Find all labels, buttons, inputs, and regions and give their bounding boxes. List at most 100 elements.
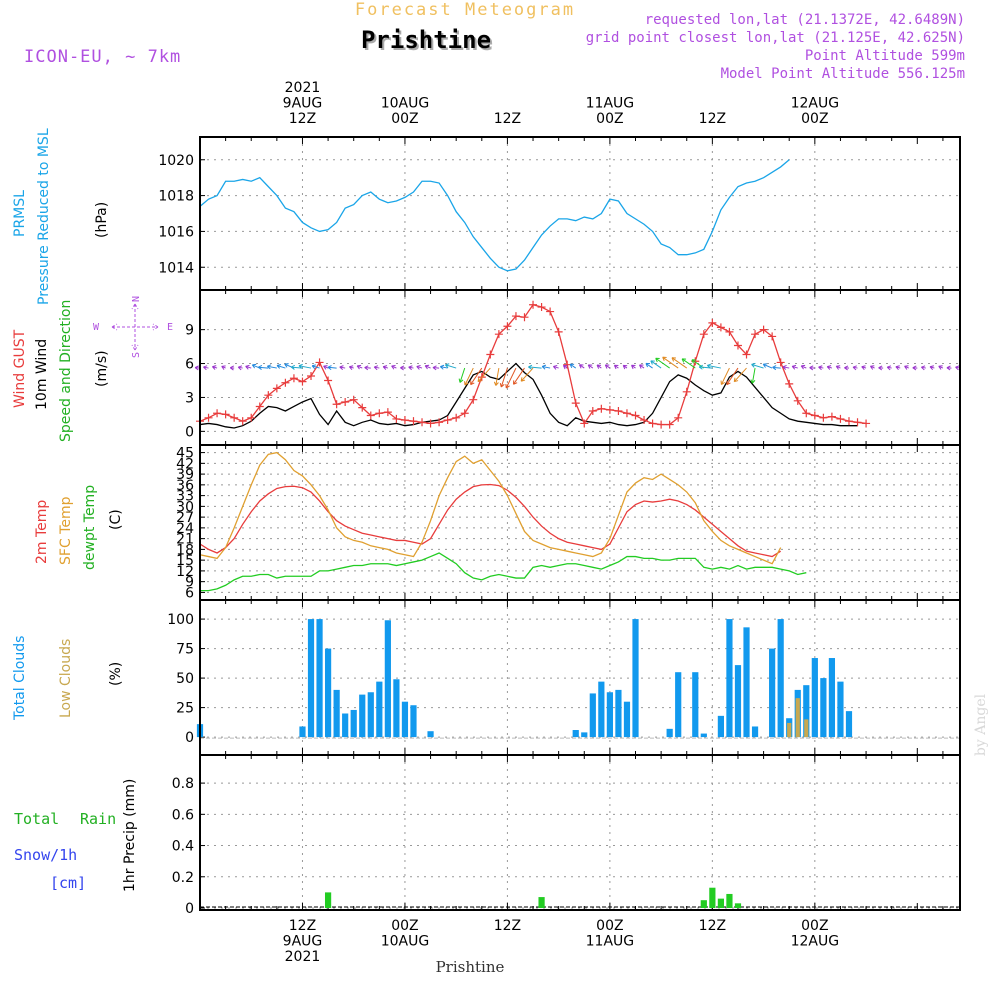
wind-direction-arrow: [528, 364, 542, 370]
wind-direction-arrow: [912, 365, 918, 371]
y-tick-label: 30: [176, 499, 194, 515]
bottom-time-label: 12Z: [289, 918, 316, 934]
gust-marker: [605, 405, 614, 414]
total-cloud-bar: [803, 685, 810, 738]
t2m-label: 2m Temp: [34, 500, 50, 564]
total-cloud-bar: [751, 726, 759, 738]
precip-bar: [709, 887, 716, 908]
total-cloud-bar: [307, 619, 315, 738]
panel-frame: [199, 754, 961, 911]
gridpoint-coords: grid point closest lon,lat (21.125E, 42.…: [586, 30, 965, 46]
wind-direction-arrow: [444, 363, 457, 369]
gust-marker: [742, 350, 751, 359]
wind-gust-label: Wind GUST: [12, 329, 28, 408]
gust-marker: [204, 413, 213, 422]
gust-marker: [281, 378, 290, 387]
gust-marker: [802, 409, 811, 418]
wind-direction-arrow: [237, 365, 243, 371]
gust-marker: [494, 330, 503, 339]
temp-unit: (C): [108, 509, 124, 530]
gust-marker: [298, 377, 307, 386]
y-tick-label: 0: [185, 424, 194, 440]
gust-marker: [836, 414, 845, 423]
wind-direction-arrow: [464, 367, 474, 386]
low-clouds-label: Low Clouds: [58, 639, 74, 718]
total-cloud-bar: [828, 658, 836, 738]
wind-direction-arrow: [245, 364, 252, 370]
gust-marker: [733, 341, 742, 350]
top-time-label: 12Z: [494, 111, 521, 127]
gust-marker: [631, 411, 640, 420]
total-cloud-bar: [675, 672, 682, 738]
y-tick-label: 6: [185, 585, 194, 601]
pressure-unit: (hPa): [94, 202, 110, 238]
bottom-time-label: 00Z: [391, 918, 418, 934]
total-cloud-bar: [367, 692, 374, 738]
rain-label: Rain: [80, 810, 116, 828]
y-tick-label: 9: [185, 323, 194, 339]
total-cloud-bar: [427, 731, 434, 738]
gust-marker: [793, 396, 802, 405]
wind-direction-arrow: [578, 364, 585, 369]
gust-marker: [272, 384, 281, 393]
gust-marker: [853, 418, 862, 427]
gust-marker: [255, 402, 264, 411]
gust-marker: [443, 416, 452, 425]
clouds-unit: (%): [108, 662, 124, 686]
gust-marker: [392, 414, 401, 423]
total-cloud-bar: [589, 693, 596, 738]
y-tick-label: 50: [176, 671, 194, 687]
gust-marker: [307, 371, 316, 380]
wind-direction-arrow: [938, 365, 944, 370]
total-cloud-bar: [743, 627, 750, 738]
y-tick-label: 0.8: [172, 776, 194, 792]
wind-direction-arrow: [470, 367, 483, 386]
gust-marker: [537, 303, 546, 312]
gust-marker: [418, 418, 427, 427]
y-tick-label: 18: [176, 542, 194, 558]
gust-marker: [819, 413, 828, 422]
total-cloud-bar: [572, 730, 579, 738]
gust-marker: [511, 312, 520, 321]
y-tick-label: 1018: [158, 189, 194, 205]
gust-marker: [503, 322, 512, 331]
panel-frame: [199, 444, 961, 601]
gust-marker: [264, 391, 273, 400]
model-label: ICON-EU, ~ 7km: [24, 47, 181, 67]
top-time-label: 10AUG: [381, 96, 430, 112]
wind-direction-arrow: [493, 367, 500, 386]
wind-direction-arrow: [229, 365, 235, 371]
bottom-time-label: 00Z: [596, 918, 623, 934]
gust-marker: [358, 403, 367, 412]
gust-marker: [341, 397, 350, 406]
y-tick-label: 24: [176, 521, 194, 537]
wind-direction-arrow: [946, 365, 952, 371]
wind-direction-arrow: [809, 365, 815, 371]
bottom-time-label: 12AUG: [791, 934, 840, 950]
wind-direction-arrow: [348, 365, 354, 371]
wind-direction-arrow: [726, 367, 739, 386]
y-tick-label: 42: [176, 456, 194, 472]
gust-marker: [571, 399, 580, 408]
y-tick-label: 0.2: [172, 870, 194, 886]
total-cloud-bar: [820, 678, 827, 738]
y-tick-label: 21: [176, 532, 194, 548]
wind-direction-arrow: [904, 365, 909, 370]
wind-direction-arrow: [276, 364, 286, 369]
total-cloud-bar: [598, 681, 605, 738]
total-cloud-bar: [393, 679, 400, 738]
precip-unit: 1hr Precip (mm): [122, 779, 138, 892]
bottom-time-label: 12Z: [494, 918, 521, 934]
wind-direction-arrow: [513, 367, 525, 385]
total-cloud-bar: [384, 620, 391, 738]
wind-direction-arrow: [878, 365, 884, 371]
total-cloud-bar: [350, 709, 357, 738]
gust-marker: [520, 313, 529, 322]
wind-direction-arrow: [562, 364, 568, 370]
gust-marker: [452, 413, 461, 422]
wind-direction-arrow: [499, 367, 508, 388]
top-time-label: 00Z: [801, 111, 828, 127]
top-time-label: 12AUG: [791, 96, 840, 112]
wind-direction-arrow: [772, 365, 781, 371]
bottom-time-label: 9AUG: [283, 934, 323, 950]
